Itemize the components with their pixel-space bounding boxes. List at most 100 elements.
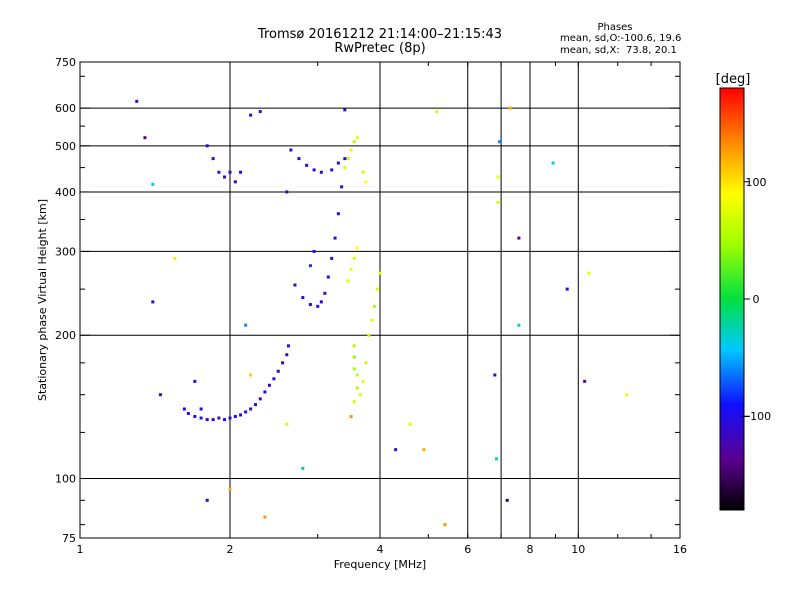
data-point bbox=[143, 136, 147, 140]
data-point bbox=[223, 175, 227, 179]
chart-title-line2: RwPretec (8p) bbox=[334, 41, 426, 56]
phases-x-stats: mean, sd,X: 73.8, 20.1 bbox=[560, 45, 677, 56]
y-tick-label: 400 bbox=[55, 186, 76, 199]
data-point bbox=[422, 448, 426, 452]
data-point bbox=[305, 163, 309, 167]
data-point bbox=[355, 386, 359, 390]
data-points bbox=[135, 99, 629, 527]
data-point bbox=[565, 287, 569, 291]
data-point bbox=[352, 256, 356, 260]
data-point bbox=[346, 157, 350, 161]
data-point bbox=[173, 256, 177, 260]
data-point bbox=[346, 279, 350, 283]
data-point bbox=[308, 303, 312, 307]
data-point bbox=[551, 161, 555, 165]
data-point bbox=[228, 170, 232, 174]
data-point bbox=[281, 361, 285, 365]
data-point bbox=[158, 393, 162, 397]
data-point bbox=[361, 379, 365, 383]
data-point bbox=[244, 410, 248, 414]
data-point bbox=[233, 414, 237, 418]
data-point bbox=[301, 296, 305, 300]
data-point bbox=[498, 140, 502, 144]
data-point bbox=[517, 323, 521, 327]
data-point bbox=[496, 201, 500, 205]
data-point bbox=[323, 291, 327, 295]
data-point bbox=[343, 166, 347, 170]
data-point bbox=[375, 287, 379, 291]
y-tick-label: 100 bbox=[55, 473, 76, 486]
x-tick-label: 16 bbox=[673, 543, 687, 556]
data-point bbox=[373, 304, 377, 308]
data-point bbox=[355, 246, 359, 250]
data-point bbox=[285, 190, 289, 194]
data-point bbox=[587, 271, 591, 275]
data-point bbox=[267, 383, 271, 387]
phases-o-stats: mean, sd,O:-100.6, 19.6 bbox=[560, 33, 682, 44]
data-point bbox=[308, 264, 312, 268]
data-point bbox=[496, 175, 500, 179]
data-point bbox=[352, 344, 356, 348]
x-tick-label: 1 bbox=[77, 543, 84, 556]
colorbar-tick-label: 0 bbox=[753, 293, 760, 306]
data-point bbox=[370, 318, 374, 322]
data-point bbox=[253, 403, 257, 407]
data-point bbox=[343, 108, 347, 112]
data-point bbox=[289, 148, 293, 152]
data-point bbox=[217, 416, 221, 420]
colorbar-ticks: 100 0 −100 bbox=[741, 176, 771, 423]
data-point bbox=[583, 379, 587, 383]
data-point bbox=[297, 157, 301, 161]
data-point bbox=[625, 393, 629, 397]
data-point bbox=[340, 185, 344, 189]
data-point bbox=[239, 413, 243, 417]
data-point bbox=[193, 414, 197, 418]
grid-lines bbox=[80, 62, 680, 538]
data-point bbox=[494, 457, 498, 461]
data-point bbox=[249, 407, 253, 411]
data-point bbox=[435, 110, 439, 114]
data-point bbox=[258, 397, 262, 401]
data-point bbox=[244, 323, 248, 327]
data-point bbox=[349, 414, 353, 418]
chart-title-line1: Tromsø 20161212 21:14:00–21:15:43 bbox=[257, 27, 503, 42]
data-point bbox=[355, 373, 359, 377]
axis-ticks: 1 2 4 8 16 6 10 75 100 200 300 400 500 600 750 bbox=[55, 56, 687, 556]
data-point bbox=[367, 333, 371, 337]
x-tick-label: 6 bbox=[464, 543, 471, 556]
data-point bbox=[263, 515, 267, 519]
data-point bbox=[293, 283, 297, 287]
data-point bbox=[364, 180, 368, 184]
data-point bbox=[199, 416, 203, 420]
y-tick-label: 600 bbox=[55, 102, 76, 115]
data-point bbox=[336, 161, 340, 165]
data-point bbox=[286, 344, 290, 348]
data-point bbox=[228, 487, 232, 491]
data-point bbox=[378, 271, 382, 275]
data-point bbox=[205, 418, 209, 422]
data-point bbox=[517, 236, 521, 240]
data-point bbox=[233, 180, 237, 184]
y-tick-label: 500 bbox=[55, 140, 76, 153]
data-point bbox=[285, 353, 289, 357]
colorbar-tick-label: 100 bbox=[746, 176, 767, 189]
data-point bbox=[352, 367, 356, 371]
data-point bbox=[199, 407, 203, 411]
x-tick-label: 10 bbox=[571, 543, 585, 556]
data-point bbox=[361, 170, 365, 174]
data-point bbox=[211, 157, 215, 161]
data-point bbox=[193, 379, 197, 383]
data-point bbox=[319, 170, 323, 174]
data-point bbox=[223, 418, 227, 422]
data-point bbox=[349, 148, 353, 152]
x-axis-label: Frequency [MHz] bbox=[334, 558, 426, 571]
data-point bbox=[330, 168, 334, 172]
y-axis-label: Stationary phase Virtual Height [km] bbox=[36, 199, 49, 401]
data-point bbox=[249, 113, 253, 117]
colorbar bbox=[719, 87, 745, 511]
colorbar-label: [deg] bbox=[716, 72, 751, 87]
data-point bbox=[358, 393, 362, 397]
data-point bbox=[326, 275, 330, 279]
data-point bbox=[352, 140, 356, 144]
